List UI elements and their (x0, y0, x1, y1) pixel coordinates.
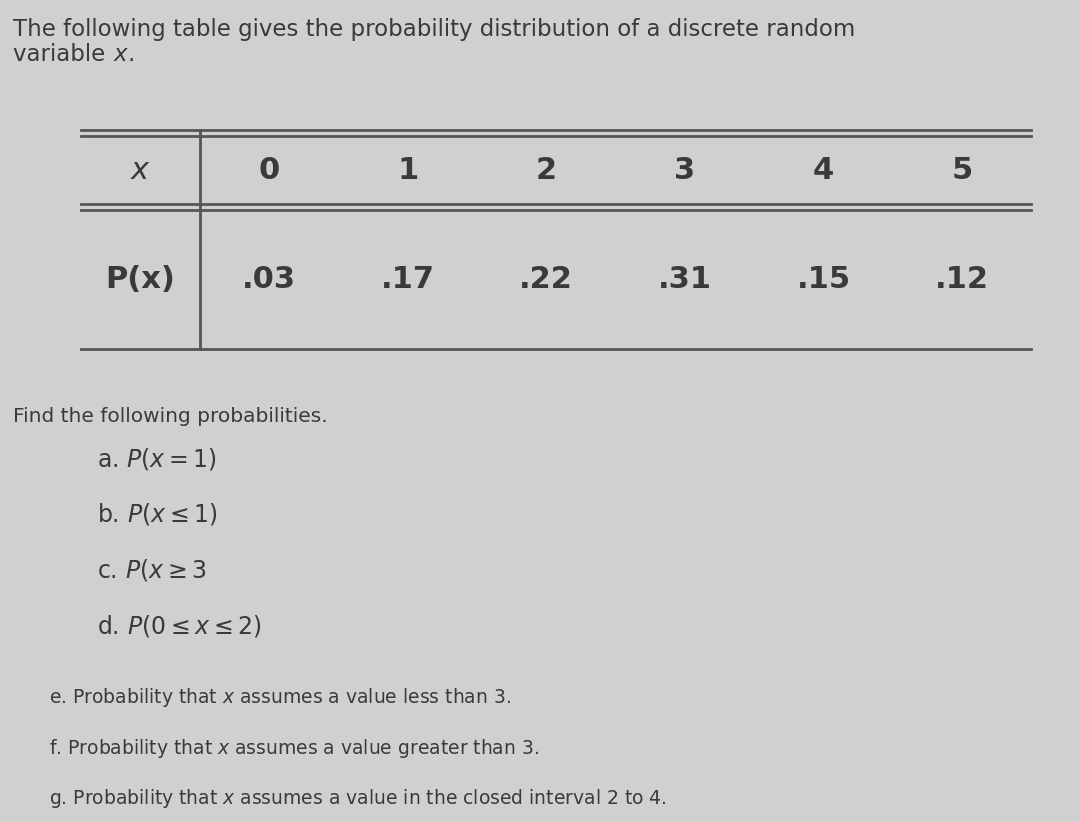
Text: $x$: $x$ (113, 43, 130, 66)
Text: b. $P(x \leq 1)$: b. $P(x \leq 1)$ (97, 501, 218, 528)
Text: Find the following probabilities.: Find the following probabilities. (13, 407, 327, 426)
Text: 1: 1 (397, 155, 418, 185)
Text: e. Probability that $x$ assumes a value less than 3.: e. Probability that $x$ assumes a value … (49, 686, 511, 709)
Text: .22: .22 (519, 265, 573, 294)
Text: .12: .12 (935, 265, 989, 294)
Text: g. Probability that $x$ assumes a value in the closed interval 2 to 4.: g. Probability that $x$ assumes a value … (49, 787, 666, 810)
Text: P(x): P(x) (106, 265, 175, 294)
Text: The following table gives the probability distribution of a discrete random: The following table gives the probabilit… (13, 18, 855, 41)
Text: .03: .03 (242, 265, 296, 294)
Text: 0: 0 (258, 155, 280, 185)
Text: .15: .15 (796, 265, 851, 294)
Text: 5: 5 (951, 155, 973, 185)
Text: variable: variable (13, 43, 112, 66)
Text: .31: .31 (658, 265, 712, 294)
Text: c. $P(x \geq 3$: c. $P(x \geq 3$ (97, 557, 206, 584)
Text: a. $P(x=1)$: a. $P(x=1)$ (97, 446, 217, 472)
Text: $\mathit{x}$: $\mathit{x}$ (130, 155, 151, 186)
Text: f. Probability that $x$ assumes a value greater than 3.: f. Probability that $x$ assumes a value … (49, 737, 539, 760)
Text: 3: 3 (674, 155, 696, 185)
Text: 4: 4 (813, 155, 834, 185)
Text: .: . (127, 43, 135, 66)
Text: 2: 2 (536, 155, 557, 185)
Text: .17: .17 (380, 265, 434, 294)
Text: d. $P(0 \leq x \leq 2)$: d. $P(0 \leq x \leq 2)$ (97, 613, 261, 640)
